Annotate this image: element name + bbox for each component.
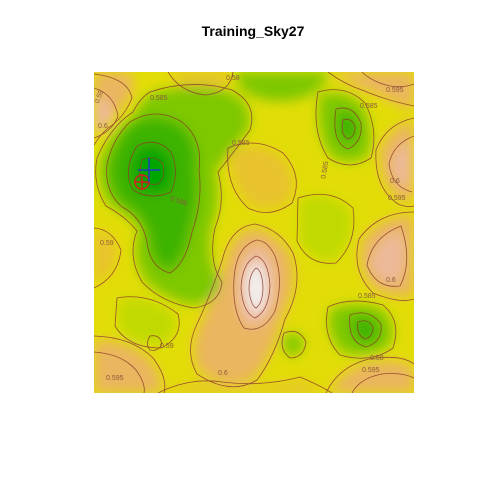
contour-warm-center-3	[240, 255, 271, 319]
contour-bottom-center	[157, 376, 333, 393]
contour-bottom-left	[94, 335, 166, 393]
heat-field	[94, 72, 414, 393]
region-warm-mid-band	[229, 146, 294, 209]
contour-bottom-right	[325, 356, 414, 393]
contour-label: 0.6	[390, 178, 400, 185]
region-warm-bottom-left	[94, 340, 162, 393]
contour-label: 0.59	[94, 89, 105, 104]
region-green-lower-left	[118, 299, 176, 345]
contour-label: 0.58	[370, 355, 384, 362]
contour-label: 0.59	[160, 343, 174, 350]
contour-right-mid-warm-2	[356, 211, 414, 301]
contour-label: 0.585	[320, 161, 330, 180]
contour-warm-center-4	[248, 267, 264, 309]
contour-top-band	[167, 72, 234, 96]
plot-area: 0.585 0.59 0.6 0.58 0.585 0.595 0.585 0.…	[94, 72, 414, 393]
contour-upper-right-2	[334, 107, 362, 150]
contour-top-right-band	[327, 72, 414, 107]
contour-green-mid	[106, 113, 201, 274]
contour-label: 0.595	[362, 367, 380, 374]
contour-label: 0.6	[218, 370, 228, 377]
region-green-right-bottom-core	[351, 316, 379, 344]
contour-label: 0.595	[386, 87, 404, 94]
contour-top-right-band-2	[361, 72, 414, 88]
contour-label: 0.59	[100, 240, 114, 247]
contour-label: 0.595	[388, 195, 406, 202]
contour-mid-right	[296, 193, 355, 264]
contour-label: 0.6	[98, 123, 108, 130]
region-warm-left-mid	[94, 230, 118, 285]
contour-bottom-right-2	[351, 373, 414, 393]
contour-label: 0.585	[358, 293, 376, 300]
contour-label: 0.595	[106, 375, 124, 382]
contour-mid-band	[227, 142, 297, 213]
contour-right-upper-warm-2	[375, 117, 414, 208]
contour-bottom-left-2	[94, 351, 145, 393]
contour-right-mid-warm	[366, 225, 408, 287]
region-green-upper-right-core	[337, 111, 359, 145]
contour-left-lower	[114, 296, 180, 349]
plus-marker	[138, 158, 160, 182]
contour-green-outer	[95, 84, 253, 309]
contour-label: 0.6	[386, 277, 396, 284]
contour-warm-center-1	[190, 223, 298, 388]
contour-right-bottom-green	[326, 300, 397, 359]
contour-label: 0.585	[360, 103, 378, 110]
contour-right-upper-warm	[388, 135, 414, 193]
contour-label: 0.585	[150, 95, 168, 102]
contour-small-left	[147, 335, 163, 351]
region-warm-bottom-center	[160, 380, 330, 393]
contour-green-inner	[128, 141, 176, 197]
region-warm-top-left-core	[94, 95, 114, 134]
contour-label: 0.585	[232, 140, 250, 147]
contour-left-mid	[94, 227, 122, 289]
region-warm-right-upper-core	[392, 140, 412, 188]
region-warm-right-mid-core	[370, 230, 405, 283]
region-green-small-bottom	[283, 333, 304, 356]
chart-title: Training_Sky27	[202, 23, 305, 39]
region-green-mid-right	[300, 196, 351, 261]
contour-label: 0.58	[226, 75, 240, 82]
contour-upper-right-3	[341, 118, 356, 140]
region-green-upper	[235, 72, 330, 101]
contour-small-bottom	[281, 330, 307, 359]
contour-top-left-2	[94, 73, 133, 146]
contour-upper-right-1	[315, 89, 375, 166]
contour-warm-center-2	[233, 239, 280, 330]
region-warm-upper-mid	[170, 72, 230, 92]
contour-right-bottom-green-2	[349, 312, 382, 348]
contour-top-left	[94, 87, 119, 139]
contour-right-bottom-green-3	[357, 320, 374, 340]
contour-labels: 0.585 0.59 0.6 0.58 0.585 0.595 0.585 0.…	[94, 75, 406, 382]
markers	[134, 158, 160, 190]
contour-lines	[94, 72, 414, 393]
